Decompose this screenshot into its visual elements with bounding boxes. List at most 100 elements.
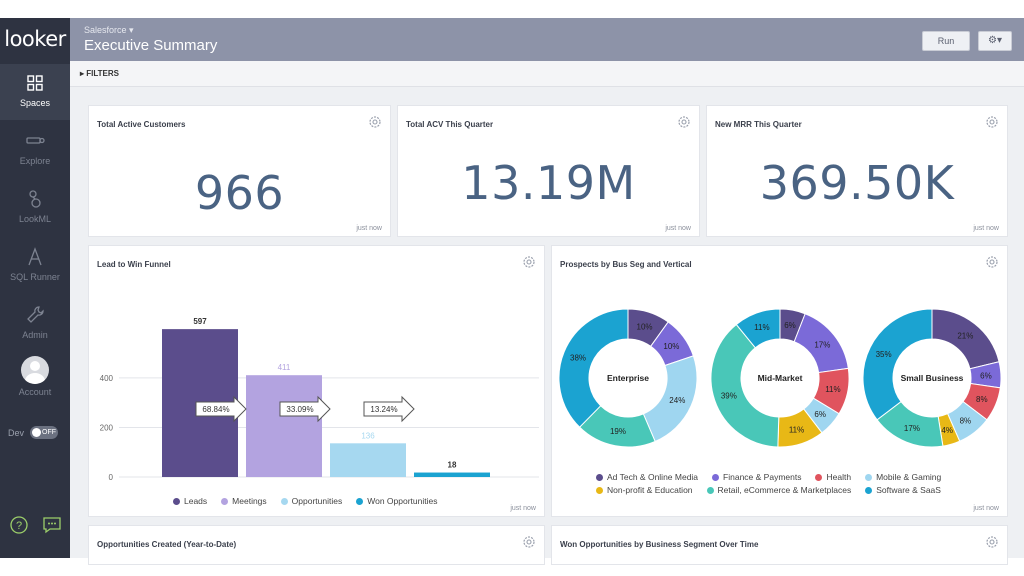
- sidebar-item-explore[interactable]: Explore: [0, 122, 70, 178]
- slice-label: 10%: [637, 323, 653, 332]
- sidebar-item-lookml[interactable]: LookML: [0, 180, 70, 236]
- legend-label: Finance & Payments: [723, 472, 802, 482]
- updated-timestamp: just now: [973, 225, 999, 232]
- donut-center-label: Small Business: [901, 373, 964, 383]
- updated-timestamp: just now: [665, 225, 691, 232]
- slice-label: 8%: [960, 416, 972, 425]
- slice-label: 38%: [570, 354, 586, 363]
- single-value: 369.50K: [759, 156, 955, 210]
- legend-swatch: [280, 497, 288, 505]
- legend-item-mobile-gaming[interactable]: Mobile & Gaming: [865, 472, 941, 482]
- sidebar-item-sql-runner[interactable]: SQL Runner: [0, 238, 70, 294]
- conversion-label: 68.84%: [202, 405, 229, 414]
- slice-label: 21%: [957, 332, 973, 341]
- gear-icon[interactable]: [522, 255, 536, 269]
- legend-item-health[interactable]: Health: [815, 472, 851, 482]
- app-frame: looker Spaces Explore LookML SQL Runner …: [0, 18, 1024, 565]
- conversion-label: 13.24%: [370, 405, 397, 414]
- slice-label: 11%: [789, 425, 804, 434]
- dev-mode-row: Dev OFF: [8, 426, 59, 439]
- legend-swatch: [596, 486, 603, 494]
- dev-mode-toggle[interactable]: OFF: [30, 426, 59, 439]
- gear-icon[interactable]: [985, 255, 999, 269]
- looker-logo[interactable]: looker: [4, 27, 66, 51]
- svg-text:?: ?: [16, 520, 22, 532]
- tile-total-acv: Total ACV This Quarter 13.19M just now: [397, 105, 700, 237]
- sidebar-item-label: Account: [18, 387, 52, 397]
- tile-opportunities-created: Opportunities Created (Year-to-Date): [88, 525, 545, 565]
- slice-label: 39%: [721, 391, 737, 400]
- chat-icon[interactable]: [42, 516, 62, 534]
- slice-label: 10%: [663, 342, 679, 351]
- slice-label: 24%: [669, 396, 685, 405]
- sql-runner-icon: [28, 247, 42, 266]
- tile-title: Opportunities Created (Year-to-Date): [97, 540, 237, 549]
- tile-new-mrr: New MRR This Quarter 369.50K just now: [706, 105, 1008, 237]
- legend-item-won-opportunities[interactable]: Won Opportunities: [356, 496, 437, 506]
- slice-software-saas[interactable]: [558, 308, 629, 428]
- funnel-legend: Leads Meetings Opportunities Won Opportunit…: [173, 496, 437, 506]
- donut-charts: 10% 10% 24% 19% 38% Enterprise 6% 17% 11% 6% 11% 39…: [558, 308, 1002, 448]
- slice-label: 35%: [876, 350, 892, 359]
- conversion-arrow: 33.09%: [279, 395, 331, 423]
- single-value: 13.19M: [461, 156, 636, 210]
- data-label: 597: [193, 317, 207, 326]
- tile-prospects-by-segment: Prospects by Bus Seg and Vertical 10% 10%…: [551, 245, 1008, 517]
- slice-label: 17%: [814, 341, 830, 350]
- slice-software-saas[interactable]: [735, 308, 781, 349]
- legend-item-non-profit-education[interactable]: Non-profit & Education: [596, 485, 693, 495]
- filters-bar[interactable]: ▸ FILTERS: [70, 61, 1024, 87]
- single-value: 966: [194, 166, 285, 220]
- legend-item-finance-payments[interactable]: Finance & Payments: [712, 472, 801, 482]
- legend-item-retail-ecommerce-marketplaces[interactable]: Retail, eCommerce & Marketplaces: [706, 485, 851, 495]
- data-label: 18: [448, 461, 457, 470]
- slice-label: 6%: [784, 321, 796, 330]
- slice-label: 17%: [904, 424, 920, 433]
- legend-label: Leads: [184, 496, 208, 506]
- tile-total-active-customers: Total Active Customers 966 just now: [88, 105, 391, 237]
- bar-won-opportunities[interactable]: [414, 472, 490, 477]
- legend-swatch: [596, 473, 603, 481]
- sidebar-item-label: Admin: [22, 330, 48, 340]
- dashboard-settings-button[interactable]: ⚙▾: [978, 31, 1012, 51]
- slice-label: 4%: [941, 426, 953, 435]
- slice-software-saas[interactable]: [862, 308, 933, 421]
- sidebar-item-spaces[interactable]: Spaces: [0, 64, 70, 120]
- slice-retail-ecommerce-marketplaces[interactable]: [710, 323, 780, 448]
- donut-legend: Ad Tech & Online Media Finance & Payments…: [596, 472, 976, 495]
- slice-label: 19%: [610, 427, 626, 436]
- tile-title: New MRR This Quarter: [715, 120, 802, 129]
- run-button[interactable]: Run: [922, 31, 970, 51]
- help-icon[interactable]: ?: [10, 516, 28, 534]
- gear-icon[interactable]: [522, 535, 536, 549]
- legend-swatch: [712, 473, 720, 481]
- lookml-icon: [29, 190, 41, 208]
- conversion-arrow: 13.24%: [363, 395, 415, 423]
- legend-swatch: [706, 486, 714, 494]
- updated-timestamp: just now: [510, 505, 536, 512]
- legend-label: Mobile & Gaming: [876, 472, 942, 482]
- bar-meetings[interactable]: [246, 375, 322, 477]
- legend-item-leads[interactable]: Leads: [173, 496, 207, 506]
- sidebar-item-admin[interactable]: Admin: [0, 296, 70, 352]
- legend-item-opportunities[interactable]: Opportunities: [280, 496, 342, 506]
- legend-item-ad-tech-online-media[interactable]: Ad Tech & Online Media: [596, 472, 698, 482]
- slice-label: 8%: [976, 395, 988, 404]
- gear-icon[interactable]: [677, 115, 691, 129]
- gear-icon[interactable]: [368, 115, 382, 129]
- bar-opportunities[interactable]: [330, 443, 406, 477]
- updated-timestamp: just now: [973, 505, 999, 512]
- gear-icon[interactable]: [985, 535, 999, 549]
- avatar: [21, 356, 49, 384]
- gear-icon[interactable]: [985, 115, 999, 129]
- breadcrumb[interactable]: Salesforce ▾: [84, 25, 134, 35]
- legend-item-software-saas[interactable]: Software & SaaS: [865, 485, 941, 495]
- legend-label: Health: [826, 472, 852, 482]
- legend-label: Ad Tech & Online Media: [607, 472, 699, 482]
- telescope-icon: [26, 137, 45, 144]
- dev-label: Dev: [8, 427, 25, 438]
- slice-label: 11%: [825, 385, 840, 394]
- page-title: Executive Summary: [84, 37, 218, 54]
- legend-item-meetings[interactable]: Meetings: [221, 496, 267, 506]
- sidebar-item-account[interactable]: Account: [0, 354, 70, 404]
